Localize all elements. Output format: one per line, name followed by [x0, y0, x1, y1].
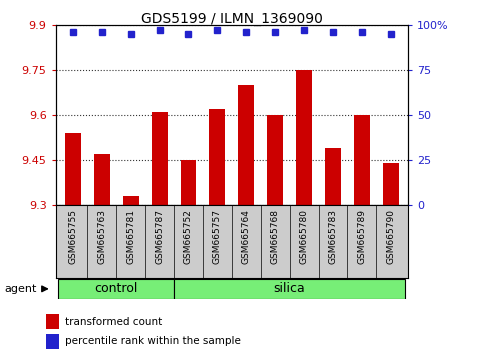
Text: GSM665768: GSM665768 [270, 209, 280, 264]
Text: GSM665783: GSM665783 [328, 209, 338, 264]
Text: GSM665763: GSM665763 [97, 209, 106, 264]
Bar [238, 85, 254, 205]
Bar [65, 133, 81, 205]
Bar [181, 160, 197, 205]
Text: GDS5199 / ILMN_1369090: GDS5199 / ILMN_1369090 [141, 12, 323, 27]
Bar [58, 279, 174, 299]
Text: GSM665780: GSM665780 [299, 209, 309, 264]
Text: GSM665752: GSM665752 [184, 209, 193, 264]
Text: GSM665789: GSM665789 [357, 209, 367, 264]
Bar [94, 154, 110, 205]
Bar [174, 279, 405, 299]
Text: transformed count: transformed count [65, 316, 162, 327]
Bar [383, 163, 399, 205]
Text: control: control [95, 282, 138, 295]
Bar [152, 112, 168, 205]
Bar [210, 109, 226, 205]
Bar [46, 314, 59, 329]
Text: percentile rank within the sample: percentile rank within the sample [65, 336, 241, 346]
Bar [354, 115, 370, 205]
Text: GSM665764: GSM665764 [242, 209, 251, 264]
Text: GSM665781: GSM665781 [126, 209, 135, 264]
Text: agent: agent [5, 284, 37, 294]
Text: GSM665787: GSM665787 [155, 209, 164, 264]
Text: GSM665755: GSM665755 [69, 209, 77, 264]
Text: silica: silica [274, 282, 306, 295]
Text: GSM665757: GSM665757 [213, 209, 222, 264]
Bar [123, 196, 139, 205]
Bar [296, 70, 312, 205]
Bar [46, 334, 59, 348]
Bar [325, 148, 341, 205]
Text: GSM665790: GSM665790 [386, 209, 395, 264]
Bar [267, 115, 283, 205]
